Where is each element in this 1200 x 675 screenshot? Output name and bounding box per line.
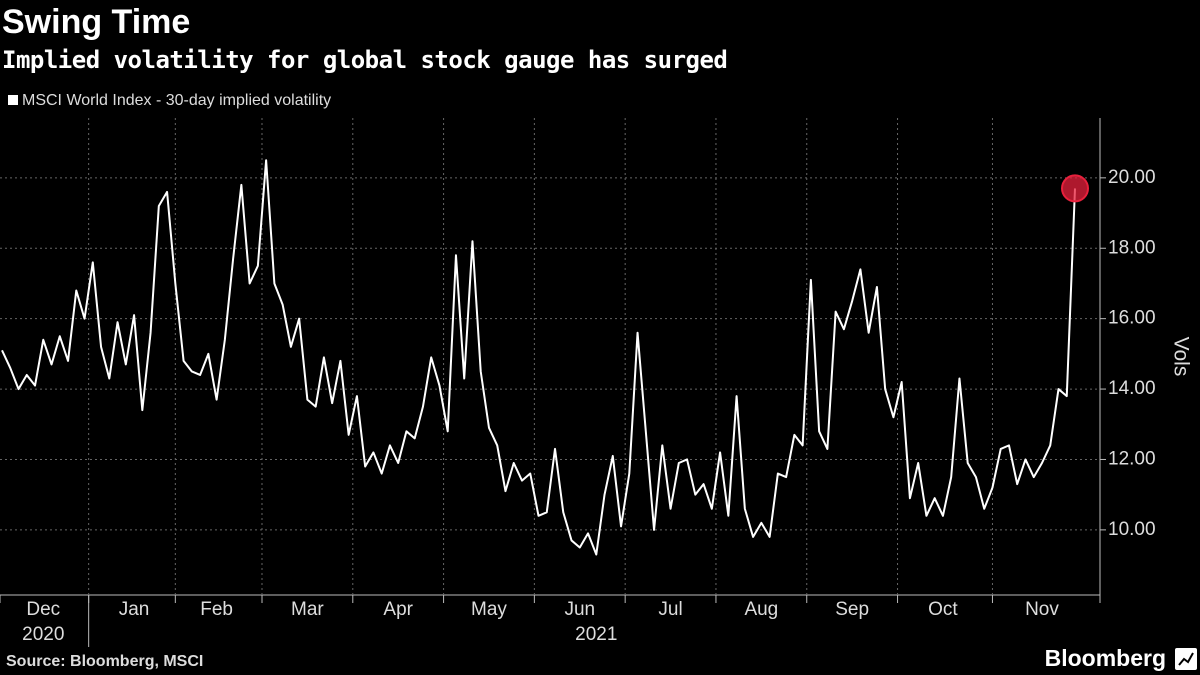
source: Source: Bloomberg, MSCI — [6, 653, 203, 670]
brand-logo: Bloomberg — [1045, 645, 1166, 671]
chart-title: Swing Time — [2, 3, 190, 41]
highlight-marker — [1061, 174, 1089, 203]
y-axis-label: Vols — [1169, 337, 1192, 377]
x-tick-label: Jan — [119, 599, 150, 620]
x-tick-label: Jul — [658, 599, 682, 620]
x-group-label: 2020 — [22, 624, 64, 645]
x-tick-label: Oct — [928, 599, 958, 620]
y-tick-label: 16.00 — [1108, 308, 1156, 329]
x-tick-label: Dec — [26, 599, 60, 620]
chart-subtitle: Implied volatility for global stock gaug… — [2, 46, 727, 74]
x-group-label: 2021 — [575, 624, 617, 645]
line-series — [1, 159, 1076, 556]
legend-label: MSCI World Index - 30-day implied volati… — [22, 92, 331, 109]
y-tick-label: 10.00 — [1108, 519, 1156, 540]
y-tick-label: 12.00 — [1108, 448, 1156, 469]
y-tick-label: 20.00 — [1108, 167, 1156, 188]
legend-swatch — [8, 95, 18, 105]
x-tick-label: Jun — [564, 599, 595, 620]
y-tick-label: 14.00 — [1108, 378, 1156, 399]
brand-icon — [1175, 648, 1197, 670]
x-tick-label: Apr — [383, 599, 413, 620]
x-tick-label: Nov — [1025, 599, 1059, 620]
x-tick-label: Sep — [835, 599, 869, 620]
x-tick-label: May — [471, 599, 507, 620]
x-tick-label: Mar — [291, 599, 324, 620]
x-tick-label: Aug — [744, 599, 778, 620]
x-tick-label: Feb — [200, 599, 233, 620]
brand-icon-line — [1178, 652, 1194, 666]
y-tick-label: 18.00 — [1108, 237, 1156, 258]
